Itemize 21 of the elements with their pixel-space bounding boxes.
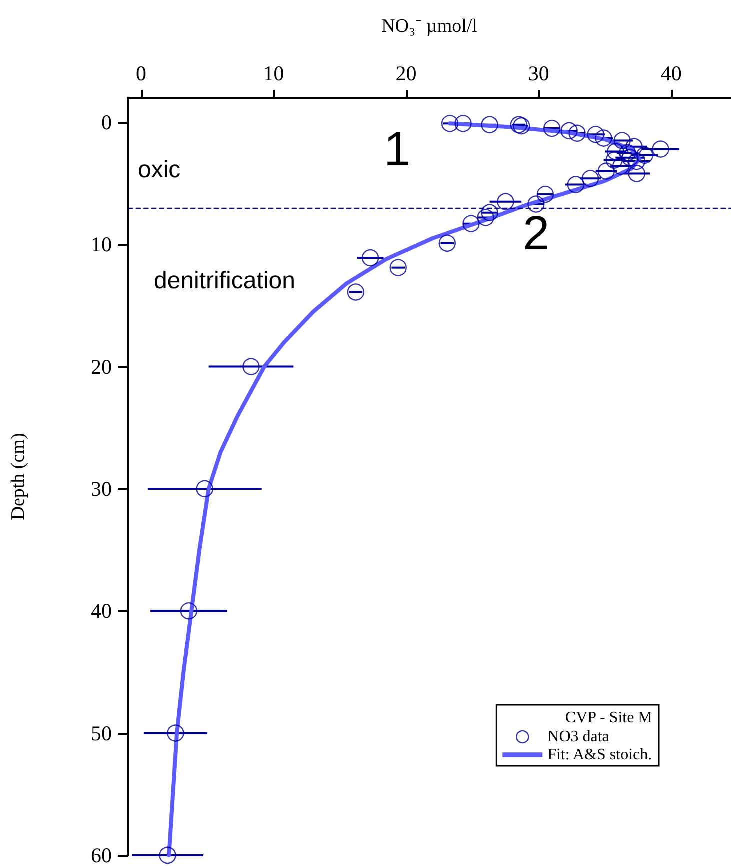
x-tick-label: 30 xyxy=(528,62,550,86)
y-tick-label: 30 xyxy=(91,476,112,501)
y-tick-label: 20 xyxy=(91,354,112,379)
annotation: denitrification xyxy=(154,268,296,294)
annotation: oxic xyxy=(138,156,181,184)
x-tick-label: 20 xyxy=(396,62,417,86)
y-axis-title: Depth (cm) xyxy=(8,433,29,520)
y-tick-label: 0 xyxy=(102,110,112,134)
y-tick-label: 40 xyxy=(91,599,112,624)
legend-label: Fit: A&S stoich. xyxy=(548,746,652,764)
x-tick-label: 0 xyxy=(136,62,147,86)
annotation: 1 xyxy=(384,124,411,176)
legend-title: CVP - Site M xyxy=(565,710,652,726)
x-tick-label: 40 xyxy=(660,62,682,86)
y-tick-label: 50 xyxy=(91,721,112,746)
x-tick-label: 10 xyxy=(263,62,284,86)
x-axis-title: NO₃⁻ µmol/l xyxy=(382,16,478,37)
legend-label: NO3 data xyxy=(548,728,610,746)
y-tick-label: 60 xyxy=(91,844,112,866)
annotation: 2 xyxy=(523,208,550,260)
y-tick-label: 10 xyxy=(91,232,112,257)
